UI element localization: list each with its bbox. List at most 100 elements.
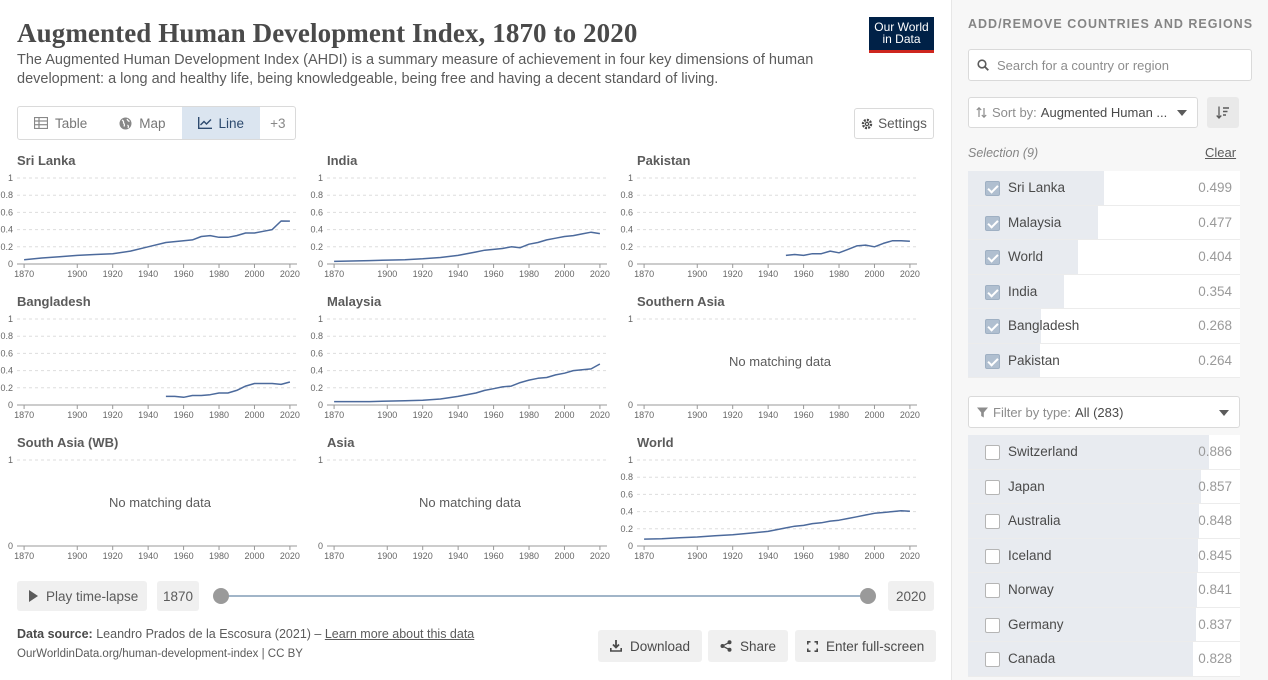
x-tick-label: 2000 [554,410,574,420]
y-tick-label: 0 [628,541,633,551]
chart-svg-pakistan: 0 0.2 0.4 0.6 0.8 1 1870 1900 1920 1940 1960 1980 20… [620,173,919,279]
checkbox[interactable] [985,319,1000,334]
selection-count: Selection (9) [968,146,1039,160]
sort-dropdown[interactable]: Sort by: Augmented Human ... [968,97,1198,128]
value-bar [968,642,1194,676]
entity-row-pakistan[interactable]: Pakistan 0.264 [968,343,1240,378]
checkbox[interactable] [985,215,1000,231]
entity-name: Germany [1008,616,1064,632]
entity-value: 0.268 [1198,318,1232,333]
download-label: Download [630,638,691,654]
clear-selection-link[interactable]: Clear [1205,145,1237,160]
entity-name: Pakistan [1008,352,1060,368]
download-button[interactable]: Download [598,630,703,662]
x-tick-label: 1870 [324,269,344,279]
selected-list: Sri Lanka 0.499 Malaysia 0.477 World 0.404 Ind… [968,171,1240,378]
entity-name: Japan [1008,478,1045,494]
logo-line-2: in Data [882,32,921,46]
tab-more[interactable]: +3 [270,115,286,131]
y-tick-label: 0.4 [0,225,13,235]
x-tick-label: 2020 [280,551,300,561]
search-box[interactable] [968,49,1252,81]
entity-row-germany[interactable]: Germany 0.837 [968,607,1240,642]
panel-title: Asia [327,435,355,450]
entity-value: 0.848 [1198,513,1232,528]
play-timelapse-button[interactable]: Play time-lapse [17,581,147,611]
end-handle[interactable] [860,588,876,604]
checkbox[interactable] [985,514,1000,529]
entity-row-malaysia[interactable]: Malaysia 0.477 [968,205,1240,240]
y-tick-label: 0.4 [0,366,13,376]
checkbox[interactable] [985,583,1000,598]
series-line-world [644,509,910,540]
tab-table[interactable]: Table [18,107,103,139]
sort-descending-icon [1216,106,1229,119]
start-year[interactable]: 1870 [157,581,199,611]
entity-row-australia[interactable]: Australia 0.848 [968,504,1240,539]
entity-row-iceland[interactable]: Iceland 0.845 [968,538,1240,573]
entity-row-switzerland[interactable]: Switzerland 0.886 [968,435,1240,470]
x-tick-label: 1900 [67,410,87,420]
checkbox[interactable] [985,250,1000,265]
chart-panel-pakistan[interactable]: 0 0.2 0.4 0.6 0.8 1 1870 1900 1920 1940 1960 1980 20… [620,153,920,283]
y-tick-label: 1 [318,455,323,465]
x-tick-label: 1870 [634,269,654,279]
checkbox[interactable] [985,548,1000,564]
value-bar [968,435,1209,469]
entity-row-japan[interactable]: Japan 0.857 [968,469,1240,504]
checkbox[interactable] [985,652,1000,667]
settings-label: Settings [878,116,927,131]
entity-row-india[interactable]: India 0.354 [968,274,1240,309]
y-tick-label: 0.4 [310,366,323,376]
panel-title: Malaysia [327,294,382,309]
chart-panel-southern-asia[interactable]: 0 1 1870 1900 1920 1940 1960 1980 2000 2020 Southe… [620,294,920,424]
sort-order-button[interactable] [1207,97,1239,128]
checkbox[interactable] [985,479,1000,495]
tab-line[interactable]: Line [181,107,261,139]
search-input[interactable] [997,57,1247,73]
chart-panel-world[interactable]: 0 0.2 0.4 0.6 0.8 1 1870 1900 1920 1940 1960 1980 20… [620,435,920,565]
y-tick-label: 0 [8,400,13,410]
y-tick-label: 1 [8,314,13,324]
x-tick-label: 1960 [794,551,814,561]
timeline-track[interactable] [220,595,868,597]
entity-name: Malaysia [1008,214,1062,230]
start-handle[interactable] [213,588,229,604]
x-tick-label: 1920 [723,269,743,279]
checkbox[interactable] [985,353,1000,369]
chart-panel-sri-lanka[interactable]: 0 0.2 0.4 0.6 0.8 1 1870 1900 1920 1940 1960 1980 20… [0,153,300,283]
fullscreen-button[interactable]: Enter full-screen [795,630,937,662]
x-tick-label: 1900 [377,269,397,279]
x-tick-label: 1870 [14,410,34,420]
chart-panel-south-asia-wb[interactable]: 0 1 1870 1900 1920 1940 1960 1980 2000 2020 South … [0,435,300,565]
source-label: Data source: [17,627,93,641]
entity-row-bangladesh[interactable]: Bangladesh 0.268 [968,309,1240,344]
filter-icon [977,407,988,417]
x-tick-label: 1940 [758,410,778,420]
settings-button[interactable]: Settings [854,108,934,139]
chart-panel-india[interactable]: 0 0.2 0.4 0.6 0.8 1 1870 1900 1920 1940 1960 1980 20… [310,153,610,283]
learn-more-link[interactable]: Learn more about this data [324,627,475,641]
y-tick-label: 0.8 [620,190,633,200]
entity-name: Iceland [1008,547,1052,563]
chart-panel-malaysia[interactable]: 0 0.2 0.4 0.6 0.8 1 1870 1900 1920 1940 1960 1980 20… [310,294,610,424]
owid-logo[interactable]: Our World in Data [869,17,934,53]
share-button[interactable]: Share [708,630,789,662]
entity-row-canada[interactable]: Canada 0.828 [968,642,1240,677]
chart-panel-asia[interactable]: 0 1 1870 1900 1920 1940 1960 1980 2000 2020 Asia No… [310,435,610,565]
chart-panel-bangladesh[interactable]: 0 0.2 0.4 0.6 0.8 1 1870 1900 1920 1940 1960 1980 20… [0,294,300,424]
checkbox[interactable] [985,617,1000,633]
filter-dropdown[interactable]: Filter by type: All (283) [968,396,1240,428]
end-year[interactable]: 2020 [888,581,934,611]
checkbox[interactable] [985,181,1000,196]
search-icon [977,59,989,71]
entity-name: Switzerland [1008,444,1078,459]
source-url[interactable]: OurWorldinData.org/human-development-ind… [17,648,303,660]
tab-map[interactable]: Map [103,107,181,139]
entity-row-world[interactable]: World 0.404 [968,240,1240,275]
entity-row-sri-lanka[interactable]: Sri Lanka 0.499 [968,171,1240,206]
checkbox[interactable] [985,445,1000,460]
checkbox[interactable] [985,284,1000,300]
entity-row-norway[interactable]: Norway 0.841 [968,573,1240,608]
chart-svg-india: 0 0.2 0.4 0.6 0.8 1 1870 1900 1920 1940 1960 1980 20… [310,173,609,279]
